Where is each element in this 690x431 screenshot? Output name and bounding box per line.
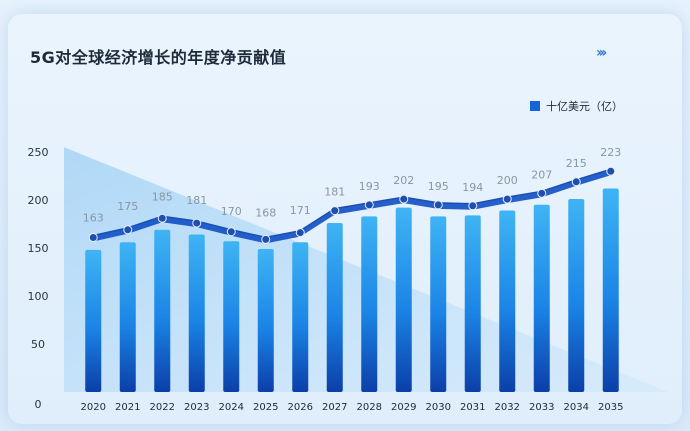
bar	[257, 248, 274, 392]
data-label: 163	[83, 212, 104, 225]
bar	[499, 210, 516, 392]
bar	[119, 242, 136, 392]
y-tick-label: 100	[28, 290, 49, 303]
trend-line	[93, 168, 611, 239]
x-tick-label: 2028	[357, 402, 382, 413]
trend-marker	[433, 200, 443, 210]
data-label: 207	[531, 168, 552, 181]
x-tick-label: 2025	[253, 402, 278, 413]
trend-marker	[123, 225, 133, 235]
trend-marker	[226, 227, 236, 237]
trend-marker	[364, 200, 374, 210]
trend-marker	[537, 188, 547, 198]
trend-marker	[571, 177, 581, 187]
x-tick-label: 2024	[219, 402, 244, 413]
data-label: 175	[117, 200, 138, 213]
bar	[430, 216, 447, 392]
more-chevron-icon[interactable]: ›››	[596, 45, 607, 61]
x-tick-label: 2029	[391, 402, 416, 413]
x-tick-label: 2026	[288, 402, 313, 413]
bar	[326, 223, 343, 392]
bar	[292, 242, 309, 392]
trend-marker	[606, 166, 616, 176]
trend-marker	[502, 194, 512, 204]
bar	[533, 204, 550, 392]
data-label: 200	[497, 174, 518, 187]
x-tick-label: 2030	[426, 402, 451, 413]
data-label: 195	[428, 180, 449, 193]
x-tick-label: 2035	[598, 402, 623, 413]
chart-title: 5G对全球经济增长的年度净贡献值	[30, 48, 287, 67]
trend-marker	[88, 232, 98, 242]
trend-marker	[330, 206, 340, 216]
bar	[361, 216, 378, 392]
data-label: 202	[393, 174, 414, 187]
trend-marker	[261, 234, 271, 244]
x-tick-label: 2027	[322, 402, 347, 413]
data-label: 193	[359, 180, 380, 193]
y-tick-label: 50	[31, 338, 45, 351]
y-tick-label: 250	[28, 146, 49, 159]
data-label: 171	[290, 204, 311, 217]
legend-swatch	[530, 101, 540, 111]
x-tick-label: 2031	[460, 402, 485, 413]
y-tick-label: 150	[28, 242, 49, 255]
bar	[395, 207, 412, 392]
trend-marker	[399, 194, 409, 204]
data-label: 170	[221, 205, 242, 218]
x-tick-label: 2034	[564, 402, 589, 413]
data-label: 194	[462, 181, 483, 194]
bar	[154, 229, 171, 392]
data-label: 185	[152, 190, 173, 203]
data-label: 181	[324, 186, 345, 199]
bar	[464, 215, 481, 392]
x-tick-label: 2023	[184, 402, 209, 413]
x-tick-label: 2020	[81, 402, 106, 413]
x-tick-label: 2032	[495, 402, 520, 413]
bar	[85, 249, 102, 392]
legend: 十亿美元（亿）	[530, 98, 623, 114]
bar	[223, 241, 240, 392]
data-label: 223	[600, 146, 621, 159]
data-label: 215	[566, 157, 587, 170]
bar	[568, 199, 585, 392]
x-tick-label: 2022	[150, 402, 175, 413]
trend-marker	[468, 201, 478, 211]
trend-marker	[157, 213, 167, 223]
x-tick-label: 2033	[529, 402, 554, 413]
data-label: 168	[255, 207, 276, 220]
legend-label: 十亿美元（亿）	[546, 100, 623, 113]
trend-marker	[192, 218, 202, 228]
trend-marker	[295, 228, 305, 238]
x-tick-label: 2021	[115, 402, 140, 413]
data-label: 181	[186, 194, 207, 207]
y-tick-label: 0	[35, 398, 42, 411]
bar	[188, 234, 205, 392]
y-tick-label: 200	[28, 194, 49, 207]
bar	[602, 188, 619, 392]
